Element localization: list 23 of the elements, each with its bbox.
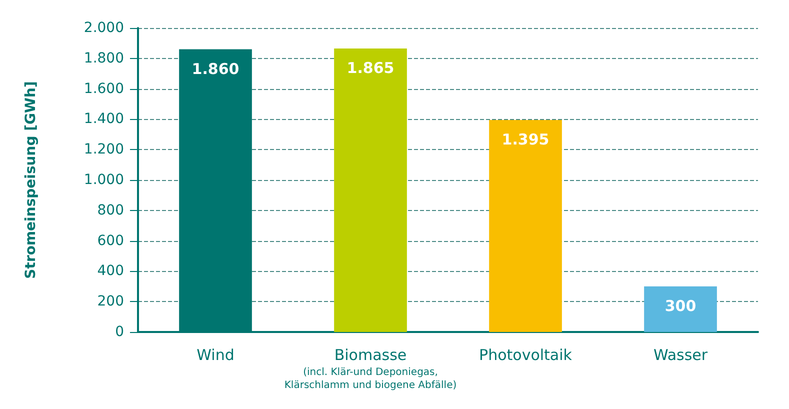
y-tick-label: 400 — [97, 263, 124, 280]
y-tick-label: 2.000 — [84, 20, 124, 36]
x-tick-label: Wasser — [653, 346, 708, 364]
y-tick-label: 1.200 — [84, 142, 124, 158]
y-tick-label: 1.800 — [84, 50, 124, 66]
x-tick-label: Wind — [196, 346, 234, 364]
data-label: 1.395 — [502, 130, 550, 148]
data-label: 1.860 — [192, 60, 240, 78]
bar — [644, 286, 717, 332]
y-tick-label: 0 — [115, 324, 124, 340]
bar — [489, 120, 562, 332]
y-tick-label: 1.000 — [84, 172, 124, 188]
x-tick-label: Photovoltaik — [479, 346, 572, 364]
y-tick-label: 800 — [97, 202, 124, 218]
y-tick-label: 600 — [97, 232, 124, 249]
y-tick-label: 200 — [97, 294, 124, 310]
data-label: 300 — [664, 296, 696, 315]
data-label: 1.865 — [346, 59, 394, 78]
y-tick-label: 1.600 — [84, 80, 124, 97]
y-tick-label: 1.400 — [84, 111, 124, 128]
y-axis-title: Stromeinspeisung [GWh] — [23, 81, 39, 279]
bar — [334, 48, 407, 332]
x-tick-label: Biomasse (incl. Klär-und Deponiegas, Klärschlamm und biogene Abfälle) — [284, 346, 457, 391]
